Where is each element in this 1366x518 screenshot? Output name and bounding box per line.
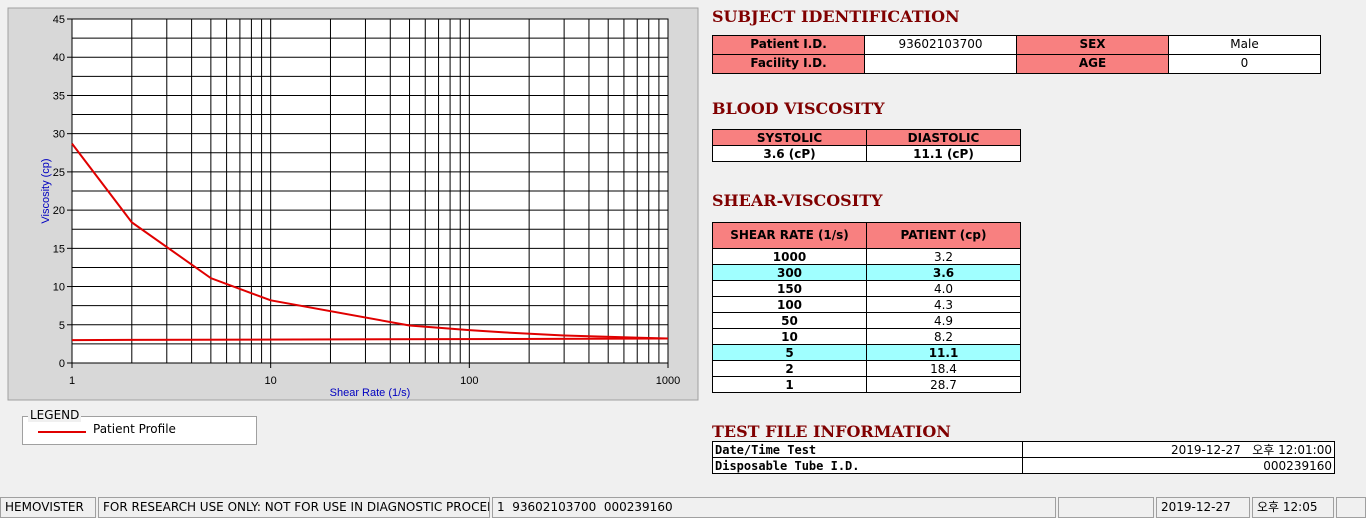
table-cell: 3.6 (866, 264, 1021, 281)
table-cell: 2 (712, 360, 867, 377)
table-cell: 4.9 (866, 312, 1021, 329)
field-label: AGE (1016, 54, 1169, 74)
data-line (71, 142, 669, 340)
table-cell: 150 (712, 280, 867, 297)
legend-swatch (38, 431, 86, 433)
status-panel (1336, 497, 1366, 518)
y-tick-label: 35 (53, 90, 65, 102)
legend-label: Patient Profile (93, 422, 176, 436)
section-title: TEST FILE INFORMATION (712, 422, 951, 441)
field-value: 0 (1168, 54, 1321, 74)
y-tick-label: 25 (53, 167, 65, 179)
y-tick-label: 45 (53, 14, 65, 26)
table-cell: 50 (712, 312, 867, 329)
y-tick-label: 10 (53, 282, 65, 294)
table-cell: 18.4 (866, 360, 1021, 377)
table-cell: 1 (712, 376, 867, 393)
field-label: SEX (1016, 35, 1169, 55)
field-value: Male (1168, 35, 1321, 55)
info-value: 2019-12-27 오후 12:01:00 (1022, 441, 1335, 458)
status-panel: 1 93602103700 000239160 (492, 497, 1056, 518)
section-title: SUBJECT IDENTIFICATION (712, 7, 960, 26)
field-label: Facility I.D. (712, 54, 865, 74)
table-cell: 5 (712, 344, 867, 361)
table-cell: 10 (712, 328, 867, 345)
table-cell: 11.1 (866, 344, 1021, 361)
x-tick-label: 10 (265, 375, 277, 387)
table-cell: 3.6 (cP) (712, 145, 867, 162)
plot-border (71, 18, 669, 364)
x-axis-label: Shear Rate (1/s) (330, 387, 411, 399)
x-tick-label: 1 (69, 375, 75, 387)
table-header: SHEAR RATE (1/s) (712, 222, 867, 249)
y-tick-label: 30 (53, 129, 65, 141)
legend-title: LEGEND (28, 408, 82, 422)
y-tick-label: 15 (53, 243, 65, 255)
section-title: BLOOD VISCOSITY (712, 99, 885, 118)
table-cell: 3.2 (866, 248, 1021, 265)
data-line (71, 337, 669, 342)
table-cell: 11.1 (cP) (866, 145, 1021, 162)
y-tick-label: 40 (53, 52, 65, 64)
y-tick-label: 0 (59, 358, 65, 370)
status-panel: FOR RESEARCH USE ONLY: NOT FOR USE IN DI… (98, 497, 490, 518)
status-panel (1058, 497, 1154, 518)
table-header: PATIENT (cp) (866, 222, 1021, 249)
y-tick-label: 20 (53, 205, 65, 217)
table-cell: 300 (712, 264, 867, 281)
table-cell: 8.2 (866, 328, 1021, 345)
section-title: SHEAR-VISCOSITY (712, 191, 883, 210)
field-value: 93602103700 (864, 35, 1017, 55)
table-cell: 1000 (712, 248, 867, 265)
y-tick-label: 5 (59, 320, 65, 332)
status-panel: 2019-12-27 (1156, 497, 1250, 518)
table-cell: 100 (712, 296, 867, 313)
table-cell: 28.7 (866, 376, 1021, 393)
info-label: Date/Time Test (712, 441, 1023, 458)
table-cell: 4.0 (866, 280, 1021, 297)
field-value (864, 54, 1017, 74)
chart: 0 5 10 15 20 25 30 35 40 45 1 10 100 1000 Shear Rate (… (7, 7, 699, 401)
x-tick-label: 1000 (656, 375, 680, 387)
info-label: Disposable Tube I.D. (712, 457, 1023, 474)
y-axis-label: Viscosity (cp) (40, 158, 52, 223)
status-panel: HEMOVISTER (0, 497, 96, 518)
table-cell: 4.3 (866, 296, 1021, 313)
x-tick-label: 100 (460, 375, 478, 387)
table-header: SYSTOLIC (712, 129, 867, 146)
table-header: DIASTOLIC (866, 129, 1021, 146)
field-label: Patient I.D. (712, 35, 865, 55)
info-value: 000239160 (1022, 457, 1335, 474)
status-panel: 오후 12:05 (1252, 497, 1334, 518)
